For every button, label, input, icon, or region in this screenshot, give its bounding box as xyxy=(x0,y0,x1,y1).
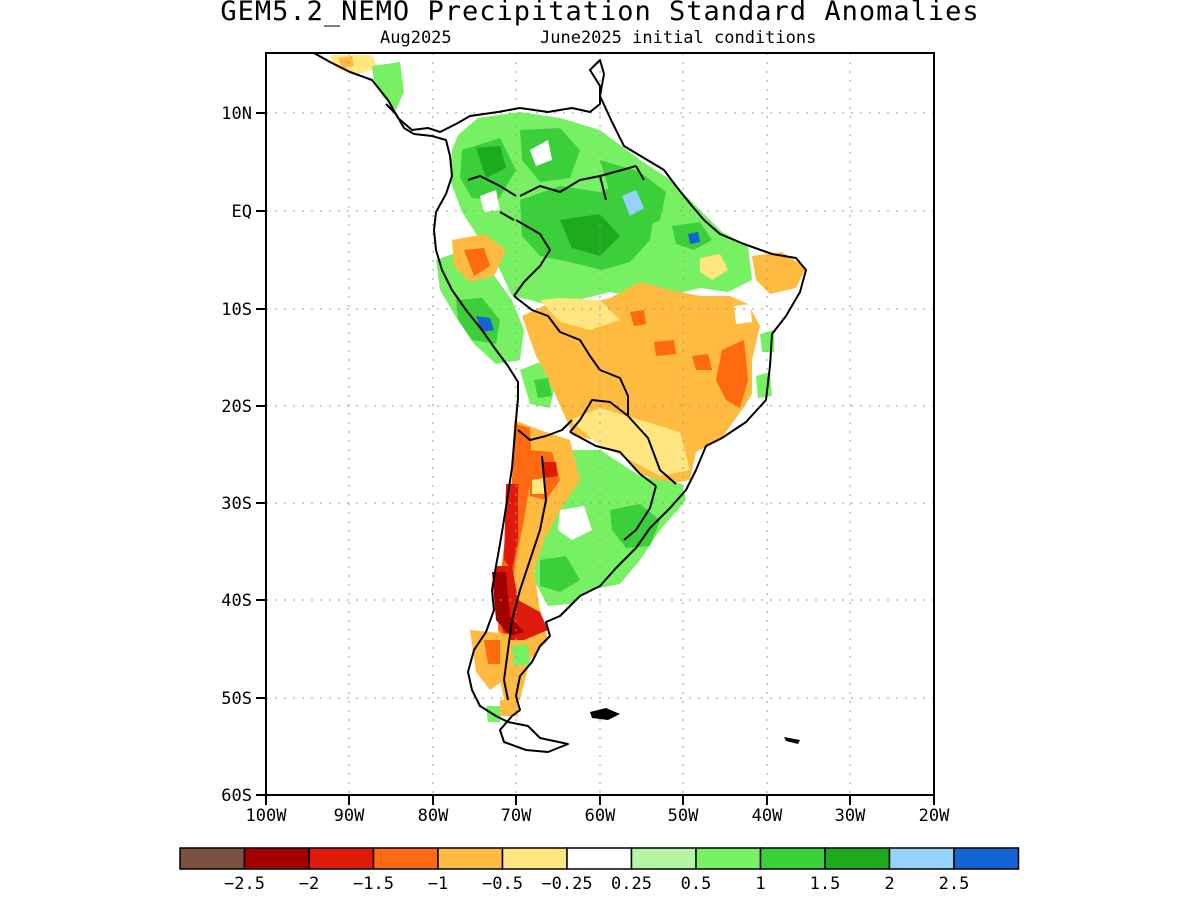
anomaly-region xyxy=(692,354,712,370)
colorbar-swatch xyxy=(179,847,246,870)
anomaly-region xyxy=(464,248,490,276)
anomaly-region xyxy=(630,310,646,326)
lon-label: 40W xyxy=(752,806,783,826)
falkland-islands xyxy=(590,708,620,720)
lon-label: 50W xyxy=(668,806,699,826)
anomaly-region xyxy=(610,504,660,548)
anomaly-region xyxy=(716,340,748,408)
colorbar-swatch xyxy=(630,847,697,870)
colorbar-swatch xyxy=(243,847,310,870)
lat-label: 60S xyxy=(221,786,252,806)
colorbar-swatch xyxy=(372,847,439,870)
lon-label: 70W xyxy=(501,806,532,826)
anomaly-region xyxy=(492,572,524,636)
anomaly-region xyxy=(570,408,690,476)
colorbar-label: 2 xyxy=(884,874,894,894)
valid-month: Aug2025 xyxy=(380,28,452,48)
anomaly-shading xyxy=(330,55,806,722)
colorbar-swatch xyxy=(759,847,826,870)
colorbar-swatch xyxy=(437,847,504,870)
colorbar-swatch xyxy=(888,847,955,870)
lon-label: 80W xyxy=(418,806,449,826)
anomaly-region xyxy=(560,214,620,256)
lon-label: 30W xyxy=(835,806,866,826)
colorbar-label: −2 xyxy=(299,874,319,894)
colorbar-label: −1 xyxy=(428,874,448,894)
anomaly-region xyxy=(654,340,676,356)
lat-label: 50S xyxy=(221,689,252,709)
lat-label: 10S xyxy=(221,300,252,320)
colorbar-swatch xyxy=(566,847,633,870)
coastlines xyxy=(313,53,807,753)
initial-conditions-label: June2025 initial conditions xyxy=(540,28,817,48)
anomaly-region xyxy=(484,640,500,664)
anomaly-region xyxy=(504,484,518,570)
colorbar-swatch xyxy=(501,847,568,870)
lat-label: 30S xyxy=(221,494,252,514)
anomaly-region xyxy=(534,378,552,398)
anomaly-region xyxy=(688,232,700,244)
anomaly-region xyxy=(372,62,404,110)
lon-label: 60W xyxy=(585,806,616,826)
colorbar-label: −2.5 xyxy=(224,874,265,894)
colorbar-label: 0.25 xyxy=(611,874,652,894)
colorbar-label: 1.5 xyxy=(810,874,841,894)
colorbar-swatch xyxy=(695,847,762,870)
colorbar-label: −0.25 xyxy=(541,874,592,894)
lat-label: 20S xyxy=(221,397,252,417)
anomaly-region xyxy=(338,56,354,68)
axis-ticks xyxy=(256,112,935,805)
lat-label: 10N xyxy=(221,104,252,124)
lat-label: 40S xyxy=(221,591,252,611)
anomaly-region xyxy=(700,254,728,280)
anomaly-region xyxy=(622,190,644,216)
map-title: GEM5.2_NEMO Precipitation Standard Anoma… xyxy=(220,0,980,27)
colorbar: −2.5 −2 −1.5 −1 −0.5 −0.25 0.25 0.5 1 1.5 2 2.5 xyxy=(179,847,1020,894)
colorbar-label: −0.5 xyxy=(482,874,523,894)
colorbar-swatch xyxy=(953,847,1020,870)
colorbar-label: 0.5 xyxy=(681,874,712,894)
colorbar-swatch xyxy=(308,847,375,870)
anomaly-region xyxy=(476,146,506,178)
colorbar-swatch xyxy=(824,847,891,870)
anomaly-region xyxy=(752,252,806,294)
colorbar-label: 1 xyxy=(755,874,765,894)
south-georgia xyxy=(784,737,800,744)
lon-label: 20W xyxy=(919,806,950,826)
anomaly-region xyxy=(480,190,500,212)
colorbar-label: −1.5 xyxy=(353,874,394,894)
anomaly-region xyxy=(500,700,518,716)
anomaly-region xyxy=(512,644,530,666)
anomaly-region xyxy=(522,282,760,484)
map-gridlines xyxy=(266,53,934,795)
anomaly-region xyxy=(734,304,752,324)
anomaly-region xyxy=(540,556,580,592)
lat-label: EQ xyxy=(232,202,252,222)
anomaly-region xyxy=(530,140,552,166)
anomaly-region xyxy=(532,478,546,494)
lon-label: 100W xyxy=(246,806,288,826)
anomaly-region xyxy=(558,506,592,540)
anomaly-region xyxy=(542,462,558,478)
lon-label: 90W xyxy=(334,806,365,826)
colorbar-label: 2.5 xyxy=(939,874,970,894)
